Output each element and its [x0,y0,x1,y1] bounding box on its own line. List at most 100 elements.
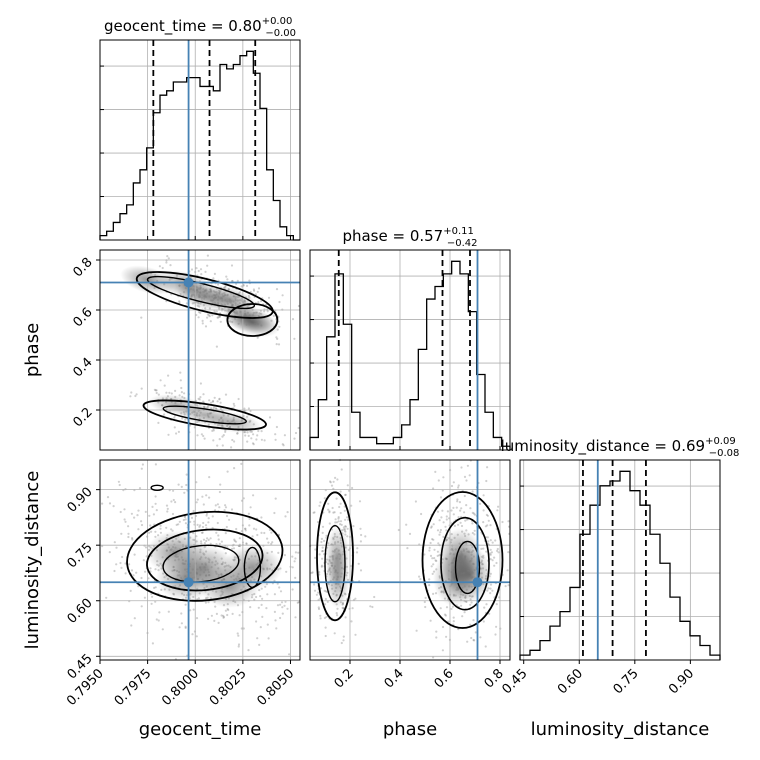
sample-point [273,610,276,614]
sample-point [340,572,343,575]
sample-point [471,575,474,579]
sample-point [325,534,328,537]
sample-point [260,438,263,441]
sample-point [336,607,339,610]
sample-point [270,531,273,534]
sample-point [259,595,262,598]
sample-point [219,417,223,420]
sample-point [433,557,436,560]
sample-point [451,561,454,564]
sample-point [489,572,492,575]
frames-layer [96,39,721,664]
sample-point [192,293,195,296]
sample-point [218,490,221,494]
sample-point [452,593,455,596]
sample-point [203,289,206,292]
sample-point [216,424,219,427]
sample-point [224,294,227,297]
sample-point [238,302,241,305]
sample-point [321,557,324,560]
sample-point [228,300,231,303]
sample-point [341,603,344,606]
sample-point [329,481,332,484]
sample-point [197,302,200,305]
sample-point [439,528,442,532]
sample-point [260,516,263,519]
sample-point [172,566,175,569]
sample-point [485,479,488,483]
sample-point [438,576,441,579]
sample-point [496,547,499,551]
sample-point [319,617,322,620]
sample-point [180,578,183,581]
sample-point [329,480,332,483]
sample-point [240,588,243,592]
sample-point [345,565,349,568]
sample-point [314,548,317,551]
sample-point [297,304,300,308]
sample-point [227,288,230,291]
sample-point [276,328,279,331]
sample-point [220,416,223,419]
sample-point [244,431,247,434]
sample-point [239,310,242,313]
truth-point [183,277,194,288]
sample-point [180,485,183,488]
sample-point [331,556,334,559]
sample-point [212,585,215,588]
sample-point [198,305,201,308]
sample-point [346,516,349,519]
sample-point [435,636,438,639]
sample-point [462,549,465,552]
sample-point [279,567,282,570]
sample-point [144,570,147,573]
sample-point [237,425,240,429]
sample-point [234,317,237,320]
sample-point [344,593,347,596]
sample-point [267,541,270,544]
sample-point [244,529,247,532]
sample-point [199,551,202,554]
sample-point [327,502,330,505]
sample-point [185,473,188,476]
sample-point [494,539,497,542]
sample-point [214,296,217,299]
sample-point [200,273,203,276]
sample-point [127,535,130,539]
sample-point [450,484,454,488]
sample-point [195,535,198,538]
sample-point [224,569,227,572]
sample-point [460,466,463,469]
sample-point [247,434,250,437]
sample-point [195,412,199,415]
sample-point [218,418,221,422]
sample-point [192,532,195,535]
sample-point [332,592,335,596]
sample-point [234,600,237,604]
sample-point [259,626,262,629]
sample-point [178,301,181,304]
sample-point [332,554,335,557]
sample-point [445,606,449,609]
sample-point [450,583,453,586]
sample-point [434,470,437,473]
x-tick-label: 0.7975 [112,666,155,709]
sample-point [208,476,211,479]
sample-point [198,293,201,297]
sample-point [340,529,344,532]
sample-point [236,604,240,607]
contour-line [324,525,346,603]
sample-point [331,555,334,558]
sample-point [206,313,209,316]
sample-point [327,562,330,565]
title-phase: phase = 0.57+0.11 −0.42 [342,226,477,249]
sample-point [221,444,224,447]
y-tick-label: 0.8 [70,255,95,280]
sample-point [335,612,338,615]
sample-point [334,476,337,479]
sample-point [484,577,487,580]
sample-point [325,558,328,561]
sample-point [197,287,200,290]
sample-point [124,572,127,575]
sample-point [345,557,348,560]
